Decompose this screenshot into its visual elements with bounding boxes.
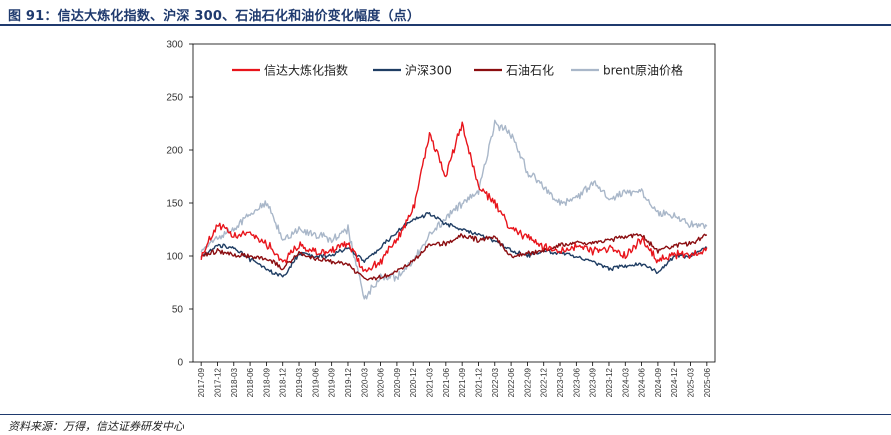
y-tick-label: 0	[177, 358, 183, 369]
x-tick-label: 2020-03	[360, 367, 369, 397]
x-tick-label: 2023-03	[556, 367, 565, 397]
x-tick-label: 2020-09	[393, 367, 402, 397]
legend-label: brent原油价格	[603, 63, 683, 78]
series-line	[200, 121, 708, 273]
series-line	[200, 119, 708, 300]
x-tick-label: 2019-12	[344, 367, 353, 397]
series-line	[200, 211, 708, 278]
y-tick-label: 300	[166, 40, 183, 51]
x-tick-label: 2017-12	[213, 367, 222, 397]
x-tick-label: 2022-09	[523, 367, 532, 397]
x-tick-label: 2024-03	[621, 367, 630, 397]
x-tick-label: 2022-03	[491, 367, 500, 397]
x-tick-label: 2023-09	[589, 367, 598, 397]
x-tick-label: 2021-09	[458, 367, 467, 397]
x-tick-label: 2018-12	[279, 367, 288, 397]
x-tick-label: 2024-12	[670, 367, 679, 397]
source-rule	[0, 414, 891, 415]
x-tick-label: 2022-06	[507, 367, 516, 397]
x-tick-label: 2024-09	[654, 367, 663, 397]
chart-legend: 信达大炼化指数 沪深300 石油石化 brent原油价格	[232, 63, 683, 78]
plot-frame	[192, 43, 716, 363]
x-tick-label: 2018-09	[262, 367, 271, 397]
x-tick-label: 2021-12	[474, 367, 483, 397]
y-tick-label: 150	[166, 199, 183, 210]
chart-axes: 0 50 100 150 200 250 300 2017-09 2017-12 2018-03 2…	[166, 40, 716, 397]
title-rule	[0, 24, 891, 26]
figure-title: 图 91：信达大炼化指数、沪深 300、石油石化和油价变化幅度（点）	[8, 9, 421, 24]
x-tick-label: 2023-12	[605, 367, 614, 397]
y-tick-label: 200	[166, 146, 183, 157]
chart-series	[200, 119, 708, 300]
y-tick-label: 250	[166, 93, 183, 104]
x-tick-label: 2021-03	[426, 367, 435, 397]
x-tick-label: 2019-09	[328, 367, 337, 397]
x-tick-label: 2022-12	[540, 367, 549, 397]
x-tick-label: 2017-09	[197, 367, 206, 397]
x-tick-label: 2023-06	[572, 367, 581, 397]
x-tick-label: 2025-03	[687, 367, 696, 397]
line-chart: 0 50 100 150 200 250 300 2017-09 2017-12 2018-03 2…	[166, 40, 716, 397]
x-tick-label: 2025-06	[703, 367, 712, 397]
x-tick-label: 2021-06	[442, 367, 451, 397]
x-tick-label: 2018-03	[230, 367, 239, 397]
legend-label: 石油石化	[506, 64, 554, 78]
x-tick-label: 2019-03	[295, 367, 304, 397]
x-tick-label: 2024-06	[638, 367, 647, 397]
x-tick-label: 2018-06	[246, 367, 255, 397]
series-line	[200, 233, 708, 281]
y-tick-label: 100	[166, 252, 183, 263]
x-tick-label: 2020-12	[409, 367, 418, 397]
source-note: 资料来源：万得，信达证券研发中心	[8, 420, 184, 433]
x-tick-label: 2020-06	[377, 367, 386, 397]
y-tick-label: 50	[172, 305, 184, 316]
legend-label: 信达大炼化指数	[264, 63, 348, 78]
x-tick-label: 2019-06	[311, 367, 320, 397]
legend-label: 沪深300	[405, 64, 452, 78]
